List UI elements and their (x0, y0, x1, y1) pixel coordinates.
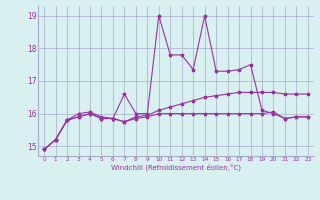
X-axis label: Windchill (Refroidissement éolien,°C): Windchill (Refroidissement éolien,°C) (111, 164, 241, 171)
